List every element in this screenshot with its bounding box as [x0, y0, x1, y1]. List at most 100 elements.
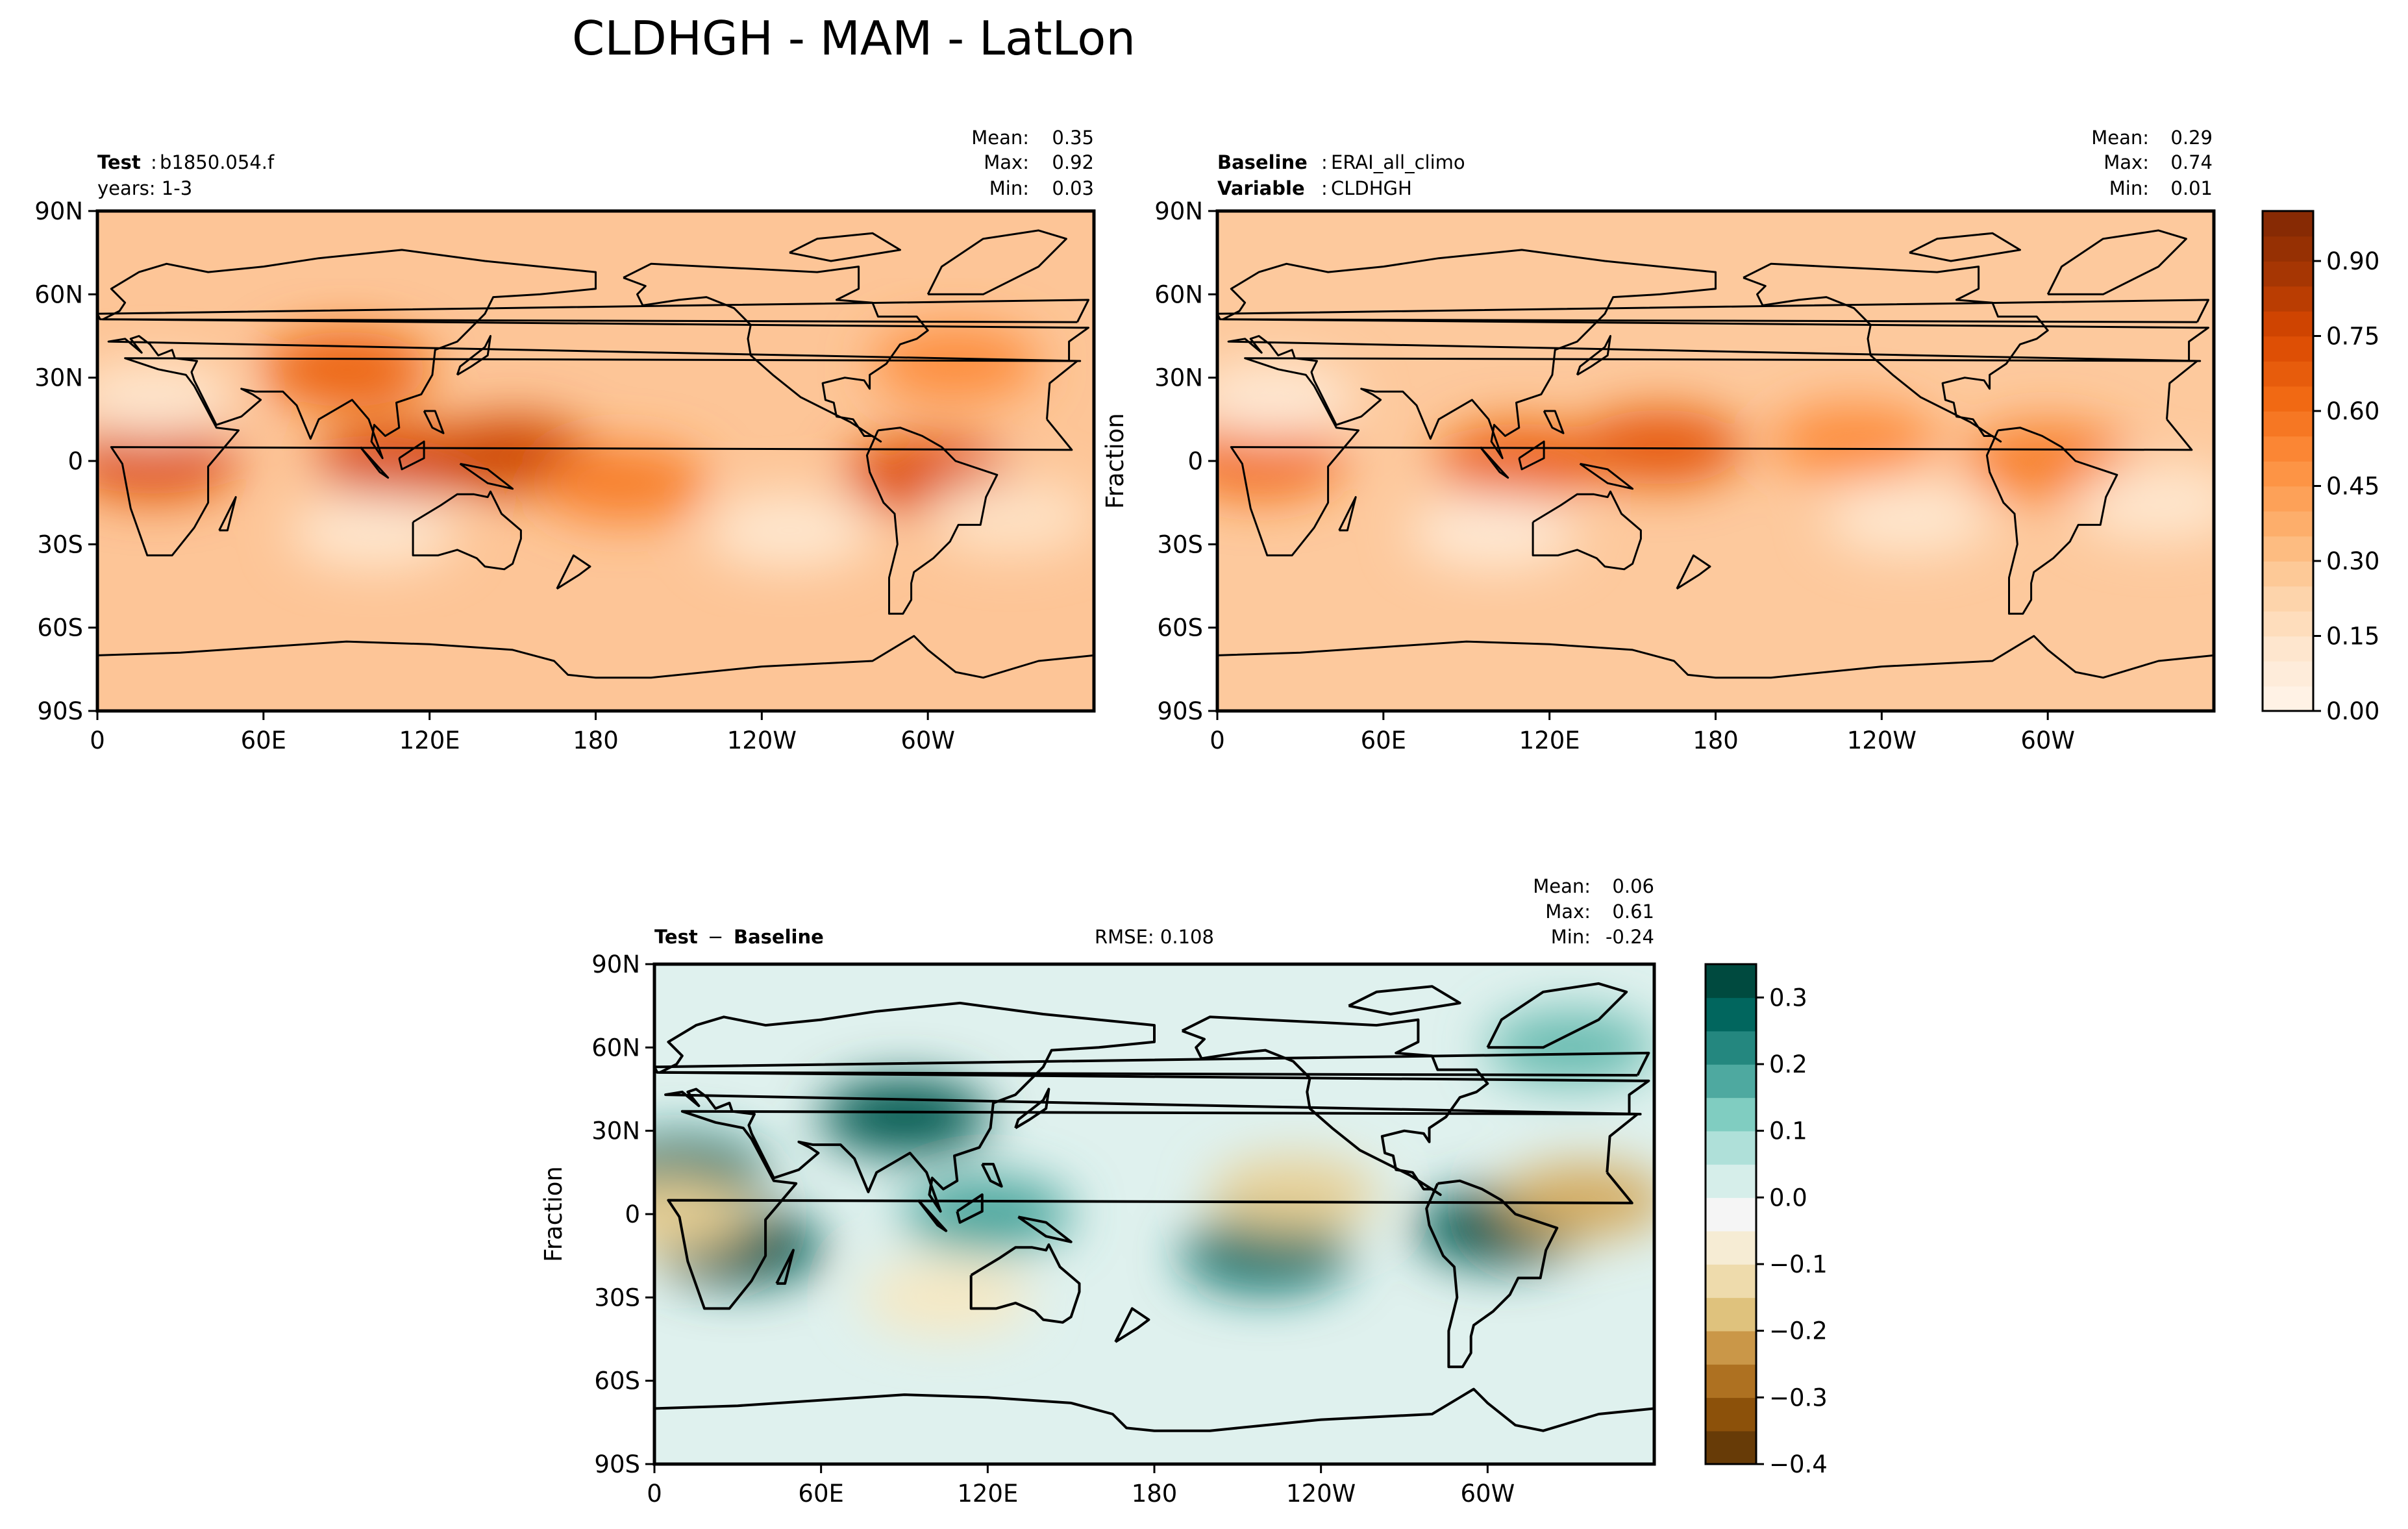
baseline-min-value: 0.01: [2170, 177, 2213, 199]
baseline-field-region: [1217, 362, 1358, 438]
diverging-colorbar-segment: [1706, 1230, 1756, 1265]
sequential-colorbar-segment: [2263, 436, 2313, 462]
sequential-colorbar-tick-label: 0.90: [2326, 247, 2379, 275]
diverging-colorbar-tick-label: −0.4: [1769, 1450, 1828, 1478]
sequential-colorbar-segment: [2263, 586, 2313, 612]
test-xtick-label: 180: [573, 727, 619, 754]
baseline-xtick-label: 60W: [2020, 727, 2075, 754]
baseline-coastline: [1576, 335, 1611, 376]
test-coastline: [97, 299, 1089, 323]
variable-label-sep: :: [1321, 177, 1328, 199]
difference-coastlines: [654, 982, 1654, 1432]
baseline-coastline: [2046, 229, 2187, 295]
difference-max-value: 0.61: [1612, 901, 1654, 923]
difference-label-sep: −: [708, 926, 723, 948]
baseline-field-region: [1409, 493, 1579, 568]
test-label: Test: [97, 151, 141, 173]
baseline-label: Baseline: [1217, 151, 1308, 173]
test-coastline: [623, 262, 929, 443]
diverging-colorbar-tick-label: 0.2: [1769, 1050, 1807, 1078]
test-field-region: [97, 423, 238, 499]
test-coastline: [110, 357, 1078, 556]
difference-rmse: RMSE: 0.108: [1095, 926, 1214, 948]
difference-field-region: [654, 1176, 754, 1252]
diverging-colorbar-tick-label: −0.2: [1769, 1317, 1828, 1345]
baseline-field-region: [1963, 423, 2133, 499]
diverging-colorbar-tick-label: −0.1: [1769, 1250, 1828, 1278]
test-min-label: Min:: [989, 177, 1029, 199]
difference-label-baseline: Baseline: [734, 926, 824, 948]
baseline-ytick-label: 30N: [1154, 364, 1203, 392]
difference-xtick-label: 120W: [1286, 1480, 1356, 1508]
difference-xtick-label: 0: [647, 1480, 662, 1508]
difference-coastline: [654, 1051, 1650, 1077]
baseline-ytick-label: 30S: [1157, 530, 1203, 558]
difference-ytick-label: 30N: [591, 1117, 640, 1145]
test-ytick-label: 0: [68, 447, 83, 475]
difference-ytick-label: 60N: [591, 1034, 640, 1062]
test-field-region: [926, 479, 1094, 554]
baseline-coastline: [1985, 427, 2118, 615]
diverging-colorbar-segment: [1706, 1264, 1756, 1299]
difference-coastline: [917, 1199, 948, 1232]
sequential-colorbar-segment: [2263, 361, 2313, 387]
diverging-colorbar-segment: [1706, 1397, 1756, 1432]
baseline-xtick-label: 120E: [1519, 727, 1580, 754]
sequential-colorbar-segment: [2263, 611, 2313, 637]
test-coastline: [926, 229, 1067, 295]
test-coastlines: [97, 229, 1094, 679]
difference-coastline: [1114, 1307, 1150, 1343]
baseline-field-region: [2074, 465, 2214, 540]
difference-field-region: [1500, 1162, 1654, 1238]
baseline-ytick-label: 0: [1187, 447, 1203, 475]
diverging-colorbar-segment: [1706, 1030, 1756, 1065]
test-xtick-label: 120W: [727, 727, 797, 754]
difference-field-region: [1180, 1218, 1351, 1293]
diverging-colorbar-segment: [1706, 997, 1756, 1032]
test-coastline: [459, 462, 514, 490]
sequential-colorbar-segment: [2263, 536, 2313, 562]
baseline-ytick-label: 60S: [1157, 614, 1203, 642]
sequential-colorbar-segment: [2263, 636, 2313, 662]
difference-coastline: [1181, 1015, 1489, 1197]
figure-title: CLDHGH - MAM - LatLon: [572, 11, 1136, 66]
test-years: years: 1-3: [97, 177, 192, 199]
baseline-coastline: [1579, 462, 1634, 490]
difference-ytick-label: 0: [625, 1200, 640, 1228]
sequential-colorbar-segment: [2263, 686, 2313, 712]
variable-name: CLDHGH: [1331, 177, 1412, 199]
difference-field-region: [902, 1176, 1073, 1252]
test-panel: 0 60E 120E 180 120W 60W 90N 60N 30N 0 30S 60S 90S Te…: [34, 127, 1096, 754]
test-coastline: [398, 440, 425, 471]
diverging-colorbar: 0.3 0.2 0.1 0.0 −0.1 −0.2 −0.3 −0.4: [1704, 963, 1828, 1478]
baseline-field-region: [1217, 423, 1344, 499]
test-mean-label: Mean:: [971, 127, 1029, 149]
baseline-ticks: 0 60E 120E 180 120W 60W 90N 60N 30N 0 30S 60S 90S: [1154, 197, 2075, 754]
test-field-region: [704, 493, 875, 568]
difference-xtick-label: 120E: [957, 1480, 1018, 1508]
test-coastline: [97, 635, 1094, 679]
test-xtick-label: 60W: [900, 727, 955, 754]
sequential-colorbar-segment: [2263, 561, 2313, 587]
difference-label-test: Test: [654, 926, 698, 948]
difference-ylabel: Fraction: [540, 1166, 567, 1262]
test-coastline: [789, 232, 901, 262]
baseline-coastline: [1338, 496, 1357, 532]
sequential-colorbar-tick-label: 0.75: [2326, 323, 2379, 351]
baseline-min-label: Min:: [2109, 177, 2149, 199]
sequential-colorbar-segment: [2263, 286, 2313, 312]
test-coastline: [218, 496, 237, 532]
sequential-colorbar-tick-label: 0.15: [2326, 623, 2379, 651]
test-xtick-label: 60E: [241, 727, 286, 754]
baseline-max-value: 0.74: [2170, 151, 2213, 173]
test-coastline: [359, 446, 390, 479]
baseline-xtick-label: 180: [1693, 727, 1739, 754]
difference-field-region: [1208, 1157, 1378, 1232]
diverging-colorbar-segment: [1706, 1064, 1756, 1099]
difference-coastline: [1348, 985, 1461, 1015]
sequential-colorbar-segment: [2263, 386, 2313, 412]
sequential-colorbar-segment: [2263, 461, 2313, 487]
baseline-coastline: [1909, 232, 2021, 262]
difference-field-region: [1485, 1010, 1654, 1086]
